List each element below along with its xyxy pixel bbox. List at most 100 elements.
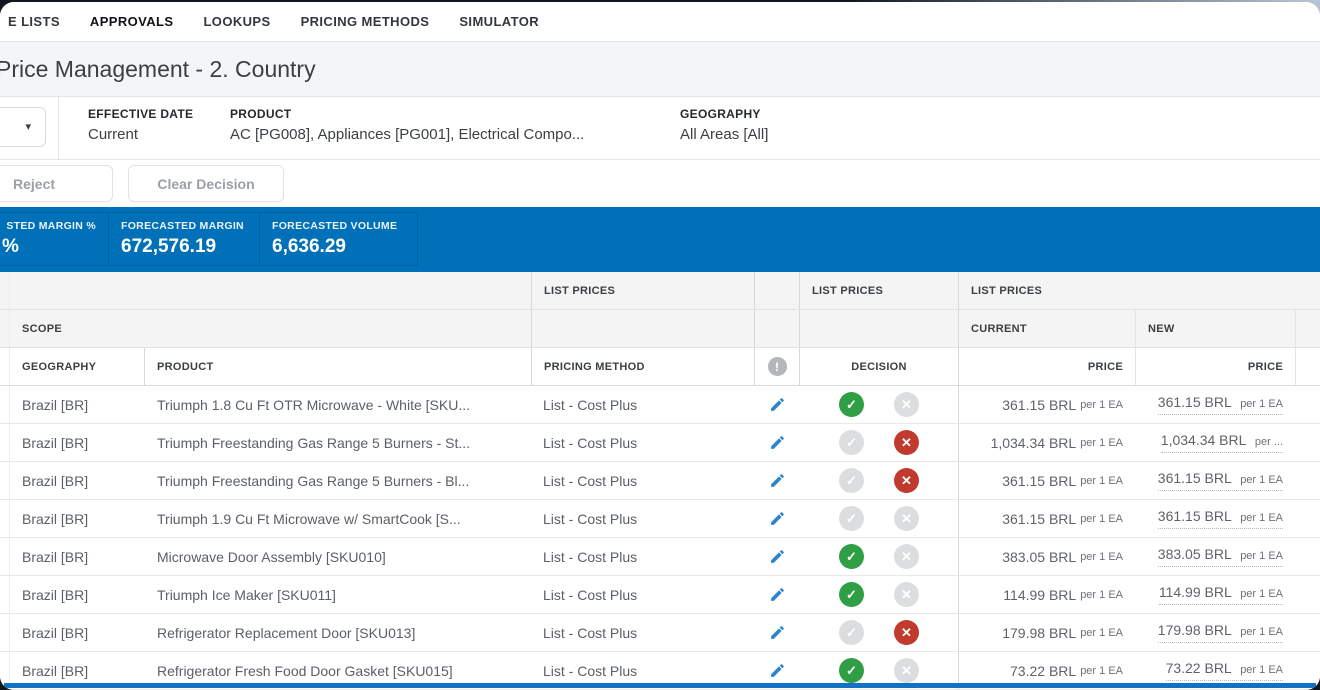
table-body: Brazil [BR] Triumph 1.8 Cu Ft OTR Microw… bbox=[0, 386, 1320, 690]
col-header-product: PRODUCT bbox=[157, 360, 214, 373]
edit-cell bbox=[754, 386, 800, 423]
current-price-cell: 361.15 BRL per 1 EA bbox=[958, 500, 1135, 537]
spacer-cell bbox=[1295, 272, 1320, 309]
edit-pencil-icon[interactable] bbox=[766, 432, 788, 454]
new-price-cell: 361.15 BRL per 1 EA bbox=[1135, 386, 1295, 423]
approve-button[interactable]: ✓ bbox=[839, 506, 864, 531]
new-price-unit: per 1 EA bbox=[1240, 664, 1283, 676]
edit-pencil-icon[interactable] bbox=[766, 584, 788, 606]
reject-decision-button[interactable]: ✕ bbox=[894, 430, 919, 455]
edit-pencil-icon[interactable] bbox=[766, 622, 788, 644]
group-list-prices-prices: LIST PRICES bbox=[958, 272, 1135, 309]
new-price-field[interactable]: 361.15 BRL per 1 EA bbox=[1157, 508, 1283, 529]
new-price-field[interactable]: 179.98 BRL per 1 EA bbox=[1157, 622, 1283, 643]
new-price-field[interactable]: 73.22 BRL per 1 EA bbox=[1165, 660, 1283, 681]
edit-pencil-icon[interactable] bbox=[766, 508, 788, 530]
new-price-cell: 73.22 BRL per 1 EA bbox=[1135, 652, 1295, 689]
new-price-field[interactable]: 361.15 BRL per 1 EA bbox=[1157, 470, 1283, 491]
geography-cell: Brazil [BR] bbox=[22, 624, 89, 641]
nav-tab-lookups[interactable]: LOOKUPS bbox=[203, 14, 271, 29]
new-price-field[interactable]: 114.99 BRL per 1 EA bbox=[1158, 584, 1283, 605]
new-price-value: 383.05 BRL bbox=[1157, 546, 1232, 562]
new-price-cell: 361.15 BRL per 1 EA bbox=[1135, 500, 1295, 537]
top-nav: E LISTS APPROVALS LOOKUPS PRICING METHOD… bbox=[0, 2, 1320, 42]
decision-cell: ✓ ✕ bbox=[800, 500, 958, 537]
new-price-unit: per 1 EA bbox=[1240, 398, 1283, 410]
reject-decision-button[interactable]: ✕ bbox=[894, 658, 919, 683]
approve-button[interactable]: ✓ bbox=[839, 582, 864, 607]
edit-pencil-icon[interactable] bbox=[766, 470, 788, 492]
table-group-header-row: LIST PRICES LIST PRICES LIST PRICES bbox=[0, 272, 1320, 310]
geography-cell: Brazil [BR] bbox=[22, 396, 89, 413]
spacer-cell bbox=[800, 310, 958, 347]
new-price-field[interactable]: 383.05 BRL per 1 EA bbox=[1157, 546, 1283, 567]
reject-button[interactable]: Reject bbox=[0, 165, 113, 202]
filter-geography[interactable]: GEOGRAPHY All Areas [All] bbox=[680, 107, 768, 143]
effective-date-label: EFFECTIVE DATE bbox=[88, 107, 194, 121]
table-row: Brazil [BR] Triumph Ice Maker [SKU011] L… bbox=[0, 576, 1320, 614]
decision-cell: ✓ ✕ bbox=[800, 538, 958, 575]
table-row: Brazil [BR] Refrigerator Replacement Doo… bbox=[0, 614, 1320, 652]
product-cell: Microwave Door Assembly [SKU010] bbox=[157, 548, 386, 565]
reject-decision-button[interactable]: ✕ bbox=[894, 544, 919, 569]
current-price-unit: per 1 EA bbox=[1080, 626, 1123, 639]
new-price-cell: 1,034.34 BRL per ... bbox=[1135, 424, 1295, 461]
reject-decision-button[interactable]: ✕ bbox=[894, 506, 919, 531]
subgroup-scope: SCOPE bbox=[22, 322, 63, 335]
title-band: Price Management - 2. Country bbox=[0, 42, 1320, 97]
reject-decision-button[interactable]: ✕ bbox=[894, 392, 919, 417]
nav-tab-price-lists[interactable]: E LISTS bbox=[8, 14, 60, 29]
bottom-scroll-strip[interactable] bbox=[4, 683, 1316, 688]
edit-pencil-icon[interactable] bbox=[766, 660, 788, 682]
new-price-field[interactable]: 1,034.34 BRL per ... bbox=[1160, 432, 1283, 453]
new-price-unit: per 1 EA bbox=[1240, 512, 1283, 524]
row-gutter bbox=[0, 348, 10, 385]
overflow-cell bbox=[1295, 576, 1320, 613]
overflow-cell bbox=[1295, 424, 1320, 461]
filter-bar: ▾ EFFECTIVE DATE Current PRODUCT AC [PG0… bbox=[0, 97, 1320, 160]
new-price-unit: per 1 EA bbox=[1240, 474, 1283, 486]
geography-label: GEOGRAPHY bbox=[680, 107, 761, 121]
new-price-cell: 383.05 BRL per 1 EA bbox=[1135, 538, 1295, 575]
nav-tab-approvals[interactable]: APPROVALS bbox=[89, 14, 174, 29]
table-row: Brazil [BR] Triumph 1.8 Cu Ft OTR Microw… bbox=[0, 386, 1320, 424]
approve-button[interactable]: ✓ bbox=[839, 544, 864, 569]
edit-pencil-icon[interactable] bbox=[766, 546, 788, 568]
edit-cell bbox=[754, 500, 800, 537]
nav-tab-simulator[interactable]: SIMULATOR bbox=[459, 14, 540, 29]
pricing-method-cell: List - Cost Plus bbox=[543, 662, 638, 679]
product-cell: Refrigerator Fresh Food Door Gasket [SKU… bbox=[157, 662, 453, 679]
new-price-cell: 179.98 BRL per 1 EA bbox=[1135, 614, 1295, 651]
geography-cell: Brazil [BR] bbox=[22, 472, 89, 489]
approve-button[interactable]: ✓ bbox=[839, 620, 864, 645]
approve-button[interactable]: ✓ bbox=[839, 468, 864, 493]
table-row: Brazil [BR] Microwave Door Assembly [SKU… bbox=[0, 538, 1320, 576]
row-gutter bbox=[0, 652, 10, 689]
filter-product[interactable]: PRODUCT AC [PG008], Appliances [PG001], … bbox=[230, 107, 584, 143]
geography-cell: Brazil [BR] bbox=[22, 548, 89, 565]
reject-decision-button[interactable]: ✕ bbox=[894, 468, 919, 493]
reject-decision-button[interactable]: ✕ bbox=[894, 620, 919, 645]
approve-button[interactable]: ✓ bbox=[839, 430, 864, 455]
scenario-dropdown-button[interactable]: ▾ bbox=[0, 107, 46, 147]
new-price-field[interactable]: 361.15 BRL per 1 EA bbox=[1157, 394, 1283, 415]
approve-button[interactable]: ✓ bbox=[839, 392, 864, 417]
decision-cell: ✓ ✕ bbox=[800, 576, 958, 613]
actions-bar: Reject Clear Decision bbox=[0, 160, 1320, 207]
edit-cell bbox=[754, 614, 800, 651]
edit-cell bbox=[754, 424, 800, 461]
current-price-unit: per 1 EA bbox=[1080, 550, 1123, 563]
current-price-unit: per 1 EA bbox=[1080, 474, 1123, 487]
row-gutter bbox=[0, 538, 10, 575]
clear-decision-button[interactable]: Clear Decision bbox=[128, 165, 284, 202]
kpi-forecasted-volume: FORECASTED VOLUME 6,636.29 bbox=[259, 212, 418, 266]
nav-tab-pricing-methods[interactable]: PRICING METHODS bbox=[300, 14, 430, 29]
new-price-unit: per ... bbox=[1254, 436, 1283, 448]
filter-effective-date[interactable]: EFFECTIVE DATE Current bbox=[88, 107, 193, 143]
reject-decision-button[interactable]: ✕ bbox=[894, 582, 919, 607]
edit-pencil-icon[interactable] bbox=[766, 394, 788, 416]
new-price-value: 1,034.34 BRL bbox=[1160, 432, 1247, 448]
approve-button[interactable]: ✓ bbox=[839, 658, 864, 683]
pricing-method-cell: List - Cost Plus bbox=[543, 396, 638, 413]
edit-cell bbox=[754, 462, 800, 499]
